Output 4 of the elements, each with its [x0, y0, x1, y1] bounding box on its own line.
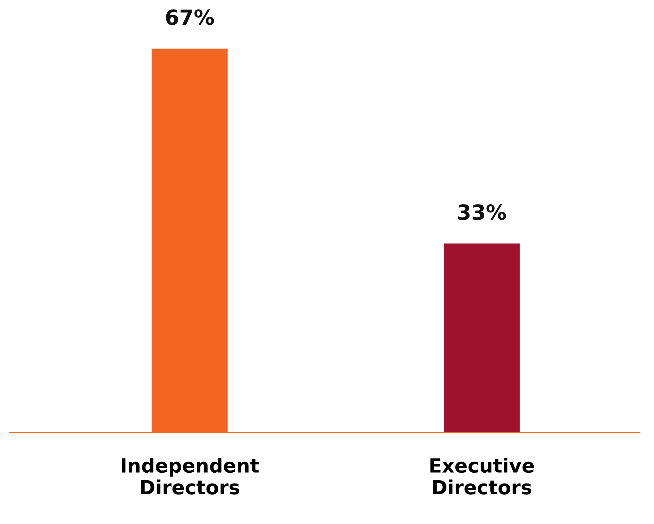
data-label: 33% [458, 204, 506, 220]
x-tick-label: Independent Directors [122, 458, 260, 495]
x-tick-label: Executive Directors [430, 458, 534, 495]
data-label: 67% [166, 10, 214, 26]
